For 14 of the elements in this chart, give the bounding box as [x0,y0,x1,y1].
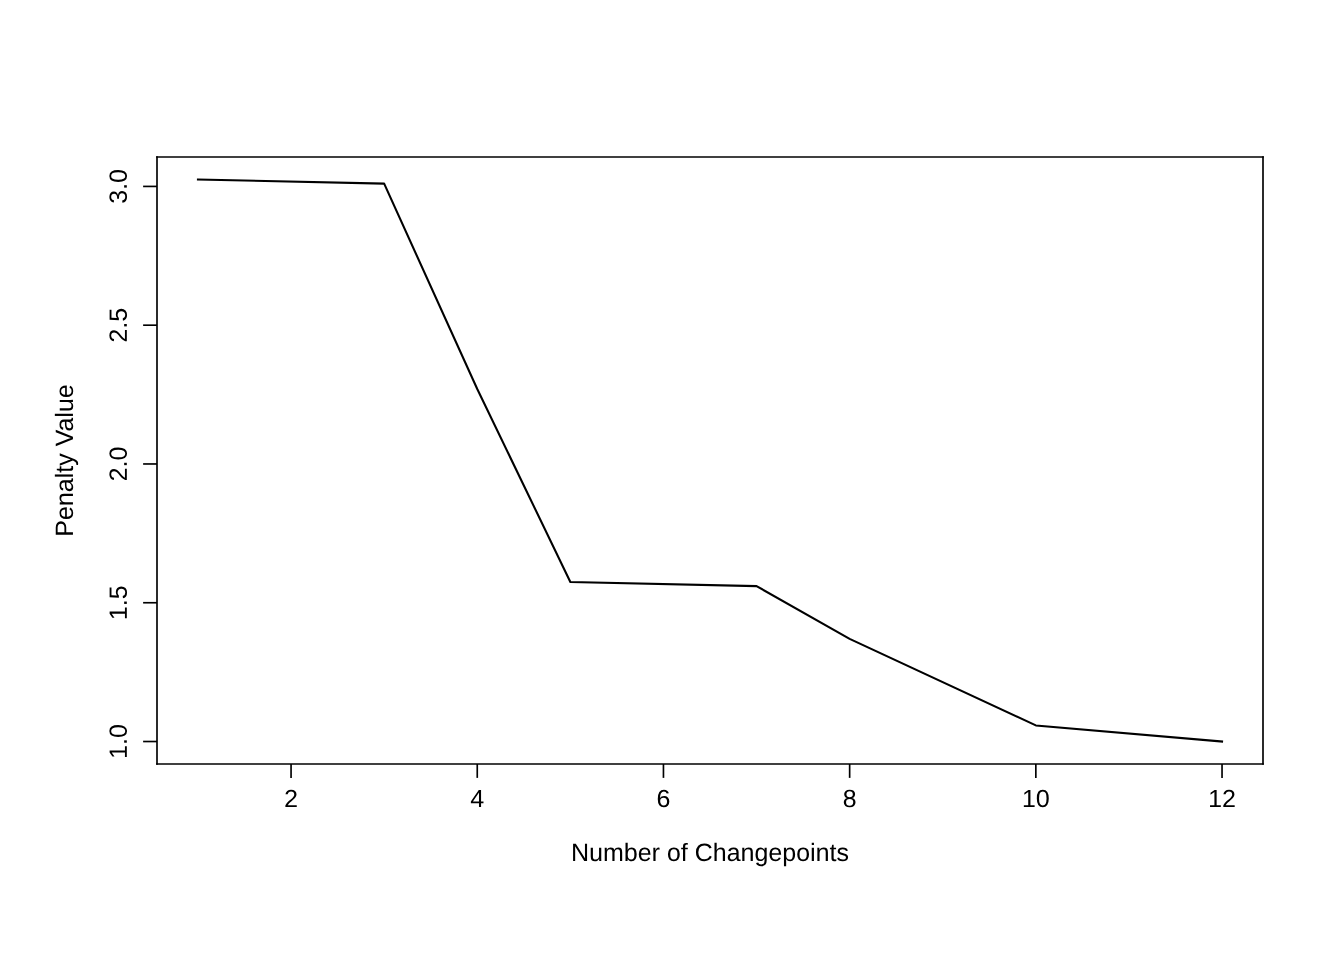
line-series [196,178,1224,743]
y-tick-label: 1.0 [109,725,128,757]
x-tick-label: 6 [657,789,670,808]
y-tick-label: 2.5 [109,308,128,342]
y-tick-label: 1.5 [109,586,128,619]
y-axis-title: Penalty Value [54,385,79,535]
x-tick-label: 4 [470,789,484,808]
y-tick-label: 3.0 [109,170,128,203]
x-axis-title: Number of Changepoints [573,842,849,867]
x-tick-label: 12 [1210,789,1235,808]
x-tick-label: 10 [1023,789,1049,808]
x-tick-label: 8 [843,789,856,808]
y-tick-label: 2.0 [109,447,128,481]
x-tick-label: 2 [285,789,297,808]
